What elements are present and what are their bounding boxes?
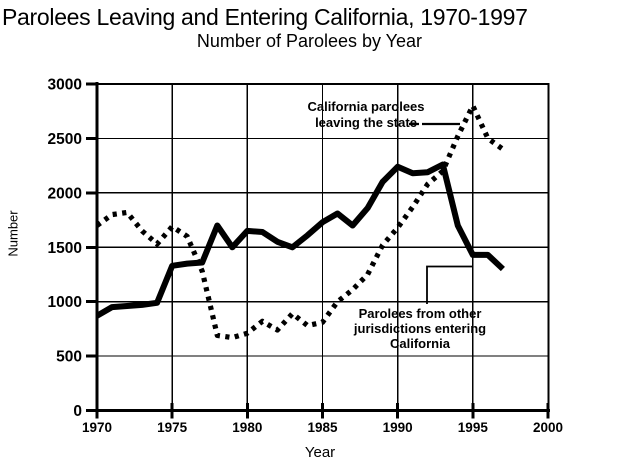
y-tick-label: 0: [73, 403, 82, 420]
annotation-leaving-series: California parolees leaving the state: [303, 99, 429, 130]
series-line-entering: [95, 161, 505, 319]
y-tick-label: 1000: [48, 294, 82, 311]
y-tick-label: 3000: [48, 77, 82, 94]
x-tick-label: 1980: [232, 420, 262, 435]
chart-subtitle: Number of Parolees by Year: [196, 31, 423, 51]
y-tick-label: 500: [56, 349, 82, 366]
annotation-leaving-line1: California parolees: [307, 99, 425, 114]
annotation-entering-line1: Parolees from other: [358, 306, 482, 321]
entering-callout-line: [426, 265, 473, 304]
annotation-entering-series: Parolees from other jurisdictions enteri…: [350, 306, 490, 351]
x-tick-label: 1985: [307, 420, 338, 435]
x-axis-title: Year: [304, 444, 336, 461]
series-line-leaving: [95, 103, 505, 341]
chart-title: Parolees Leaving and Entering California…: [2, 4, 528, 30]
y-tick-label: 1500: [48, 240, 82, 257]
annotation-entering-line2: jurisdictions entering: [353, 321, 487, 336]
x-tick-label: 2000: [533, 420, 563, 435]
x-tick-label: 1970: [82, 420, 112, 435]
y-tick-label: 2000: [48, 185, 82, 202]
x-tick-label: 1975: [157, 420, 188, 435]
x-tick-label: 1995: [458, 420, 489, 435]
x-tick-label: 1990: [383, 420, 413, 435]
annotation-leaving-line2: leaving the state: [315, 114, 417, 130]
y-tick-label: 2500: [48, 131, 82, 148]
annotation-entering-line3: California: [390, 336, 450, 351]
